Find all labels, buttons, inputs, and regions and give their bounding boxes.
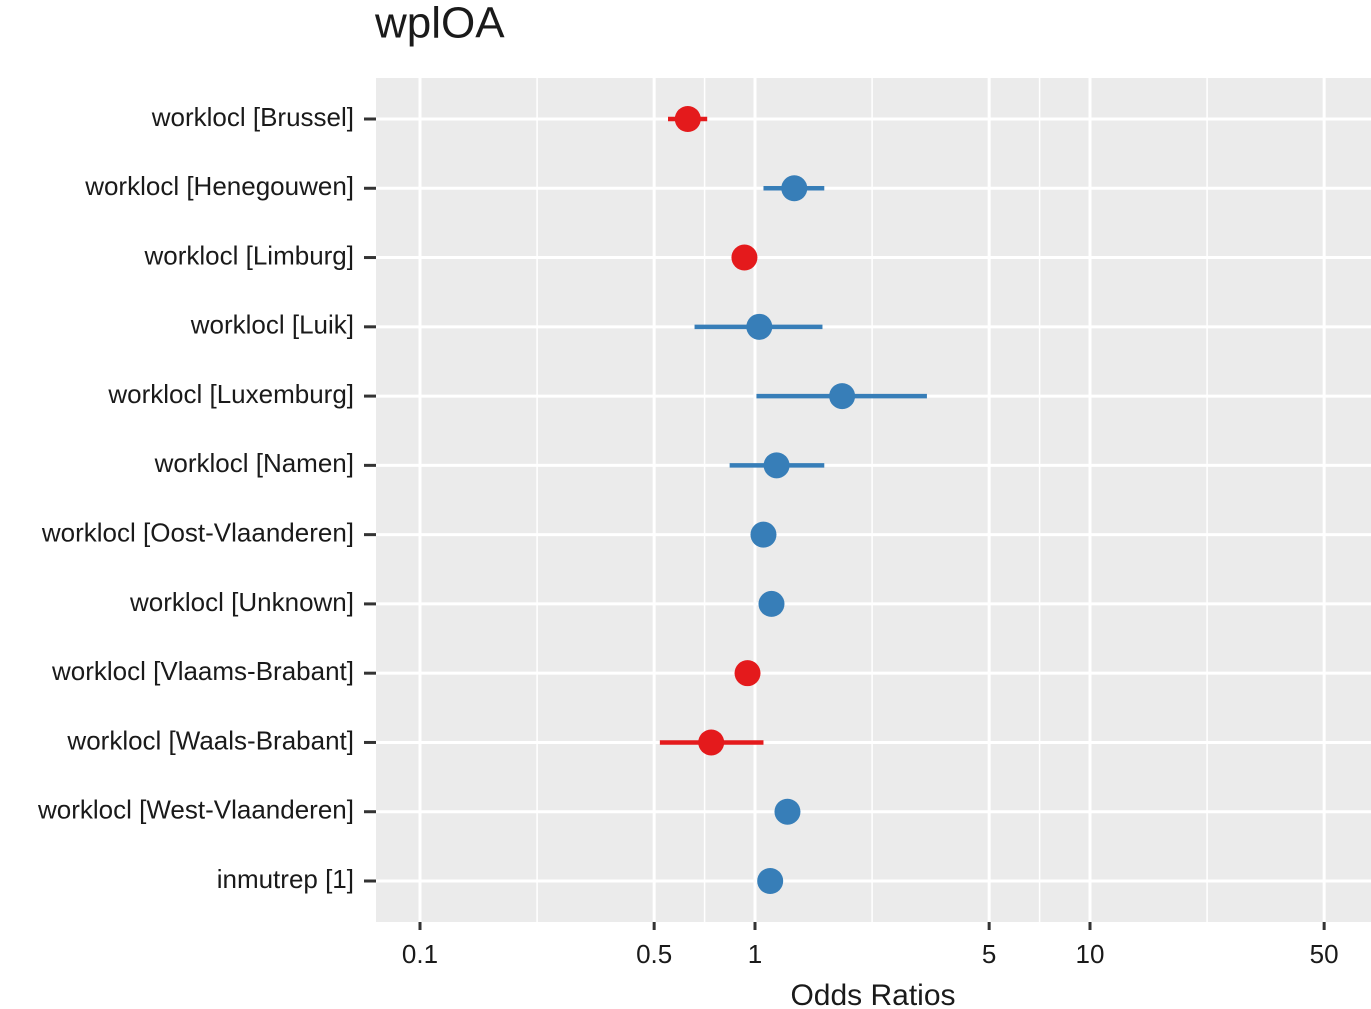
x-tick-label: 50 — [1310, 939, 1339, 969]
point — [757, 868, 784, 894]
y-tick-label: inmutrep [1] — [217, 864, 354, 894]
point — [746, 313, 773, 340]
x-tick-label: 1 — [748, 939, 762, 969]
x-axis-title: Odds Ratios — [790, 979, 955, 1009]
y-tick-label: worklocl [Brussel] — [151, 102, 354, 132]
point — [734, 660, 761, 687]
y-tick-label: worklocl [Unknown] — [129, 587, 354, 617]
panel — [376, 78, 1371, 922]
y-tick-label: worklocl [West-Vlaanderen] — [37, 795, 354, 825]
y-tick-label: worklocl [Namen] — [154, 448, 354, 478]
x-tick-label: 0.1 — [402, 939, 438, 969]
x-tick-label: 10 — [1076, 939, 1105, 969]
point — [829, 383, 856, 410]
y-tick-label: worklocl [Luxemburg] — [107, 379, 354, 409]
point — [750, 521, 777, 548]
x-tick-label: 5 — [982, 939, 996, 969]
y-tick-label: worklocl [Vlaams-Brabant] — [51, 656, 354, 686]
y-tick-label: worklocl [Luik] — [190, 310, 354, 340]
y-tick-label: worklocl [Henegouwen] — [84, 171, 354, 201]
point — [763, 452, 790, 479]
chart-title: wplOA — [374, 0, 505, 48]
y-tick-label: worklocl [Waals-Brabant] — [66, 725, 354, 755]
x-tick-label: 0.5 — [636, 939, 672, 969]
point — [674, 106, 701, 132]
point — [774, 798, 801, 825]
point — [781, 175, 808, 202]
point — [731, 244, 758, 271]
y-tick-label: worklocl [Limburg] — [143, 240, 354, 270]
point — [698, 729, 725, 756]
y-tick-label: worklocl [Oost-Vlaanderen] — [41, 518, 354, 548]
point — [758, 590, 785, 617]
